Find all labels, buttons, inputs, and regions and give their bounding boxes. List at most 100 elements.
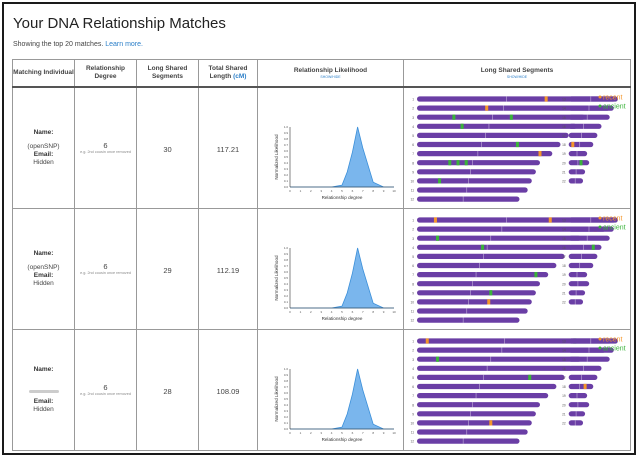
show-hide-toggle[interactable]: SHOW/HIDE: [320, 74, 341, 79]
cell-matching-individual: Name: (openSNP) Email: Hidden: [12, 86, 75, 209]
chromosome-bar: [417, 196, 520, 202]
ancient-segment: [464, 160, 468, 166]
chromosome-bar: [417, 160, 540, 166]
y-tick-label: 0.4: [284, 282, 289, 286]
ancient-segment: [481, 244, 485, 250]
x-tick-label: 0: [289, 431, 291, 435]
x-tick-label: 0: [289, 310, 291, 314]
chromosome-label: 7: [412, 273, 414, 277]
x-tick-label: 7: [362, 310, 364, 314]
length-value: 108.09: [216, 387, 240, 396]
x-tick-label: 8: [372, 431, 374, 435]
chromosome-bar: [417, 132, 569, 138]
chromosome-label: 6: [412, 264, 414, 268]
x-tick-label: 5: [341, 189, 343, 193]
x-tick-label: 10: [392, 189, 396, 193]
chromosome-bar: [568, 299, 584, 305]
x-tick-label: 3: [320, 431, 322, 435]
chromosome-label: 20: [562, 161, 566, 165]
chromosome-bar: [568, 383, 594, 390]
chromosome-bar: [417, 308, 528, 314]
x-tick-label: 1: [300, 310, 302, 314]
chromosome-label: 14: [562, 107, 566, 111]
ancient-segment: [448, 160, 452, 166]
legend-ancient: ancient: [603, 346, 626, 353]
ancient-segment: [509, 114, 513, 120]
learn-more-link[interactable]: Learn more.: [105, 41, 143, 48]
match-name-blurred: [14, 380, 74, 398]
chromosome-bar: [417, 244, 573, 250]
chromosome-bar: [417, 262, 557, 269]
chromosome-label: 19: [562, 394, 566, 398]
legend-recent: recent: [603, 95, 623, 102]
chromosome-bar: [568, 374, 598, 380]
chromosome-bar: [417, 365, 573, 371]
chromosome-label: 22: [562, 422, 566, 426]
chromosome-label: 16: [562, 367, 566, 371]
header-relationship-likelihood: Relationship Likelihood SHOW/HIDE: [257, 59, 404, 88]
chromosome-bar: [417, 420, 532, 426]
degree-value: 6: [103, 141, 108, 151]
header-matching-individual: Matching Individual: [12, 59, 75, 88]
header-long-shared-segments: Long Shared Segments: [136, 59, 199, 88]
chromosome-label: 18: [562, 143, 566, 147]
chromosome-label: 5: [412, 376, 414, 380]
x-tick-label: 6: [352, 189, 354, 193]
chromosome-bar: [568, 123, 602, 129]
x-tick-label: 5: [341, 310, 343, 314]
chromosome-label: 9: [412, 170, 414, 174]
y-tick-label: 0.2: [284, 415, 289, 419]
ancient-legend-dot: [598, 346, 602, 350]
chromosome-label: 13: [562, 219, 566, 223]
chromosome-bar: [417, 178, 532, 184]
chromosome-label: 8: [412, 403, 414, 407]
cell-relationship-likelihood: 1.0 0.9 0.8 0.7 0.6 0.5 0.4 0.3 0.2 0.1 0.0 0 1 2 3 4 5 6…: [257, 329, 404, 451]
chromosome-bar: [568, 96, 618, 102]
ancient-segment: [436, 356, 439, 362]
y-tick-label: 0.7: [284, 143, 289, 147]
chromosome-label: 21: [562, 412, 566, 416]
chromosome-bar: [417, 96, 616, 102]
x-tick-label: 8: [372, 310, 374, 314]
header-long-shared-segments-chart-label: Long Shared Segments: [480, 66, 554, 74]
chromosome-bar: [568, 338, 618, 344]
recent-segment: [583, 383, 587, 390]
chromosome-bar: [568, 393, 588, 399]
ancient-segment: [534, 272, 538, 278]
recent-legend-dot: [598, 216, 602, 220]
y-tick-label: 1.0: [284, 125, 289, 129]
x-axis-label: Relationship degree: [322, 195, 363, 200]
chromosome-label: 11: [411, 310, 415, 314]
ancient-segment: [489, 290, 493, 296]
chromosome-bar: [568, 160, 590, 166]
chromosome-bar: [417, 402, 540, 408]
email-label: Email:: [33, 151, 54, 158]
y-tick-label: 0.7: [284, 385, 289, 389]
cell-total-shared-length: 112.19: [198, 208, 258, 330]
chromosome-bar: [417, 338, 612, 344]
x-tick-label: 1: [300, 189, 302, 193]
x-tick-label: 7: [362, 431, 364, 435]
show-hide-toggle[interactable]: SHOW/HIDE: [506, 74, 528, 79]
chromosome-bar: [568, 347, 614, 353]
y-tick-label: 0.2: [284, 294, 289, 298]
chromosome-bar: [417, 383, 557, 390]
chromosome-bar: [417, 105, 610, 111]
chromosome-bar: [417, 281, 540, 287]
cell-long-shared-segments-chart: 1 2 3 4 5 6 7 8 9 10 11 12 13 14 15 16 17 18 19 20 21 22 recen…: [403, 208, 631, 330]
ancient-segment: [515, 141, 519, 148]
x-tick-label: 9: [383, 431, 385, 435]
chromosome-bar: [568, 226, 614, 232]
chromosome-bar: [417, 356, 581, 362]
degree-example: e.g. 2nd cousin once removed: [80, 392, 131, 397]
cell-long-shared-segments-chart: 1 2 3 4 5 6 7 8 9 10 11 12 13 14 15 16 17 18 19 20 21 22 recen…: [403, 86, 631, 209]
summary-line: Showing the top 20 matches. Learn more.: [13, 41, 143, 48]
chromosome-bar: [568, 290, 586, 296]
cell-relationship-likelihood: 1.0 0.9 0.8 0.7 0.6 0.5 0.4 0.3 0.2 0.1 0.0 0 1 2 3 4 5 6…: [257, 208, 404, 330]
chromosome-bar: [568, 272, 588, 278]
length-value: 117.21: [216, 145, 240, 154]
table-row: Name: Email: Hidden 6 e.g. 2nd cousin once r…: [12, 329, 631, 451]
x-tick-label: 10: [392, 310, 396, 314]
cell-long-shared-segments: 30: [136, 86, 199, 209]
chromosome-bar: [417, 187, 528, 193]
